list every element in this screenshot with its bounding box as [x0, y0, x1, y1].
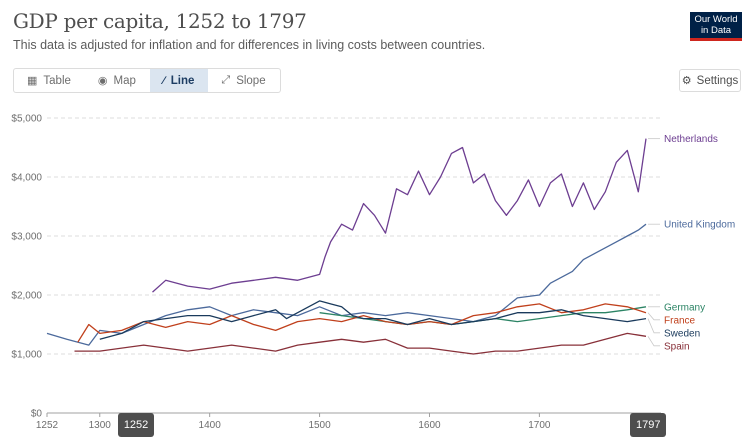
- series-lines: [46, 138, 647, 355]
- x-tick-label: 1600: [418, 420, 441, 431]
- y-tick-label: $1,000: [11, 350, 42, 361]
- settings-label: Settings: [696, 74, 739, 87]
- label-connector: [647, 336, 660, 347]
- settings-button[interactable]: ⚙ Settings: [679, 69, 741, 92]
- view-tabs: ▦ Table ◉ Map ∕ Line ⤢ Slope: [13, 68, 281, 93]
- x-tick-label: 1500: [308, 420, 331, 431]
- y-tick-label: $3,000: [11, 232, 42, 243]
- tab-line-label: Line: [170, 74, 195, 87]
- gear-icon: ⚙: [681, 75, 692, 87]
- series-label[interactable]: Netherlands: [664, 134, 718, 145]
- tab-map-label: Map: [113, 74, 136, 87]
- series-line-sweden[interactable]: [99, 300, 647, 340]
- timeline-end-handle[interactable]: 1797: [630, 413, 667, 437]
- series-line-france[interactable]: [77, 303, 647, 343]
- y-tick-label: $4,000: [11, 173, 42, 184]
- x-tick-label: 1700: [528, 420, 551, 431]
- y-tick-label: $2,000: [11, 291, 42, 302]
- logo-line-2: in Data: [700, 25, 732, 36]
- tab-slope[interactable]: ⤢ Slope: [208, 69, 279, 92]
- timeline-start-handle[interactable]: 1252: [117, 413, 155, 437]
- grid-lines: [47, 117, 661, 414]
- chart-title: GDP per capita, 1252 to 1797: [13, 9, 307, 33]
- series-line-germany[interactable]: [319, 306, 647, 326]
- tab-map[interactable]: ◉ Map: [85, 69, 150, 92]
- x-tick-label: 1252: [36, 420, 59, 431]
- logo-line-1: Our World: [694, 14, 738, 25]
- y-tick-label: $5,000: [11, 114, 42, 125]
- series-label[interactable]: Sweden: [664, 328, 700, 339]
- label-connector: [647, 312, 660, 321]
- series-label[interactable]: Spain: [664, 341, 690, 352]
- x-tick-label: 1300: [89, 420, 112, 431]
- slope-icon: ⤢: [221, 74, 231, 86]
- series-line-united-kingdom[interactable]: [46, 223, 647, 346]
- series-labels: Netherlands United Kingdom Germany France Sw…: [647, 134, 735, 352]
- series-label[interactable]: France: [664, 315, 696, 326]
- series-line-spain[interactable]: [74, 332, 647, 355]
- tab-line[interactable]: ∕ Line: [149, 69, 209, 92]
- y-axis: $0 $1,000 $2,000 $3,000 $4,000 $5,000: [11, 114, 42, 420]
- table-icon: ▦: [27, 75, 38, 87]
- label-connector: [647, 318, 660, 334]
- series-label[interactable]: United Kingdom: [664, 220, 735, 231]
- series-label[interactable]: Germany: [664, 302, 705, 313]
- series-line-netherlands[interactable]: [152, 138, 647, 293]
- globe-icon: ◉: [97, 75, 108, 87]
- tab-table-label: Table: [43, 74, 71, 87]
- tab-slope-label: Slope: [236, 74, 266, 87]
- y-tick-label: $0: [31, 409, 43, 420]
- line-chart-icon: ∕: [162, 74, 165, 87]
- tab-table[interactable]: ▦ Table: [14, 69, 85, 92]
- chart-subtitle: This data is adjusted for inflation and …: [13, 38, 486, 52]
- x-tick-label: 1400: [199, 420, 222, 431]
- owid-logo[interactable]: Our World in Data: [690, 12, 742, 41]
